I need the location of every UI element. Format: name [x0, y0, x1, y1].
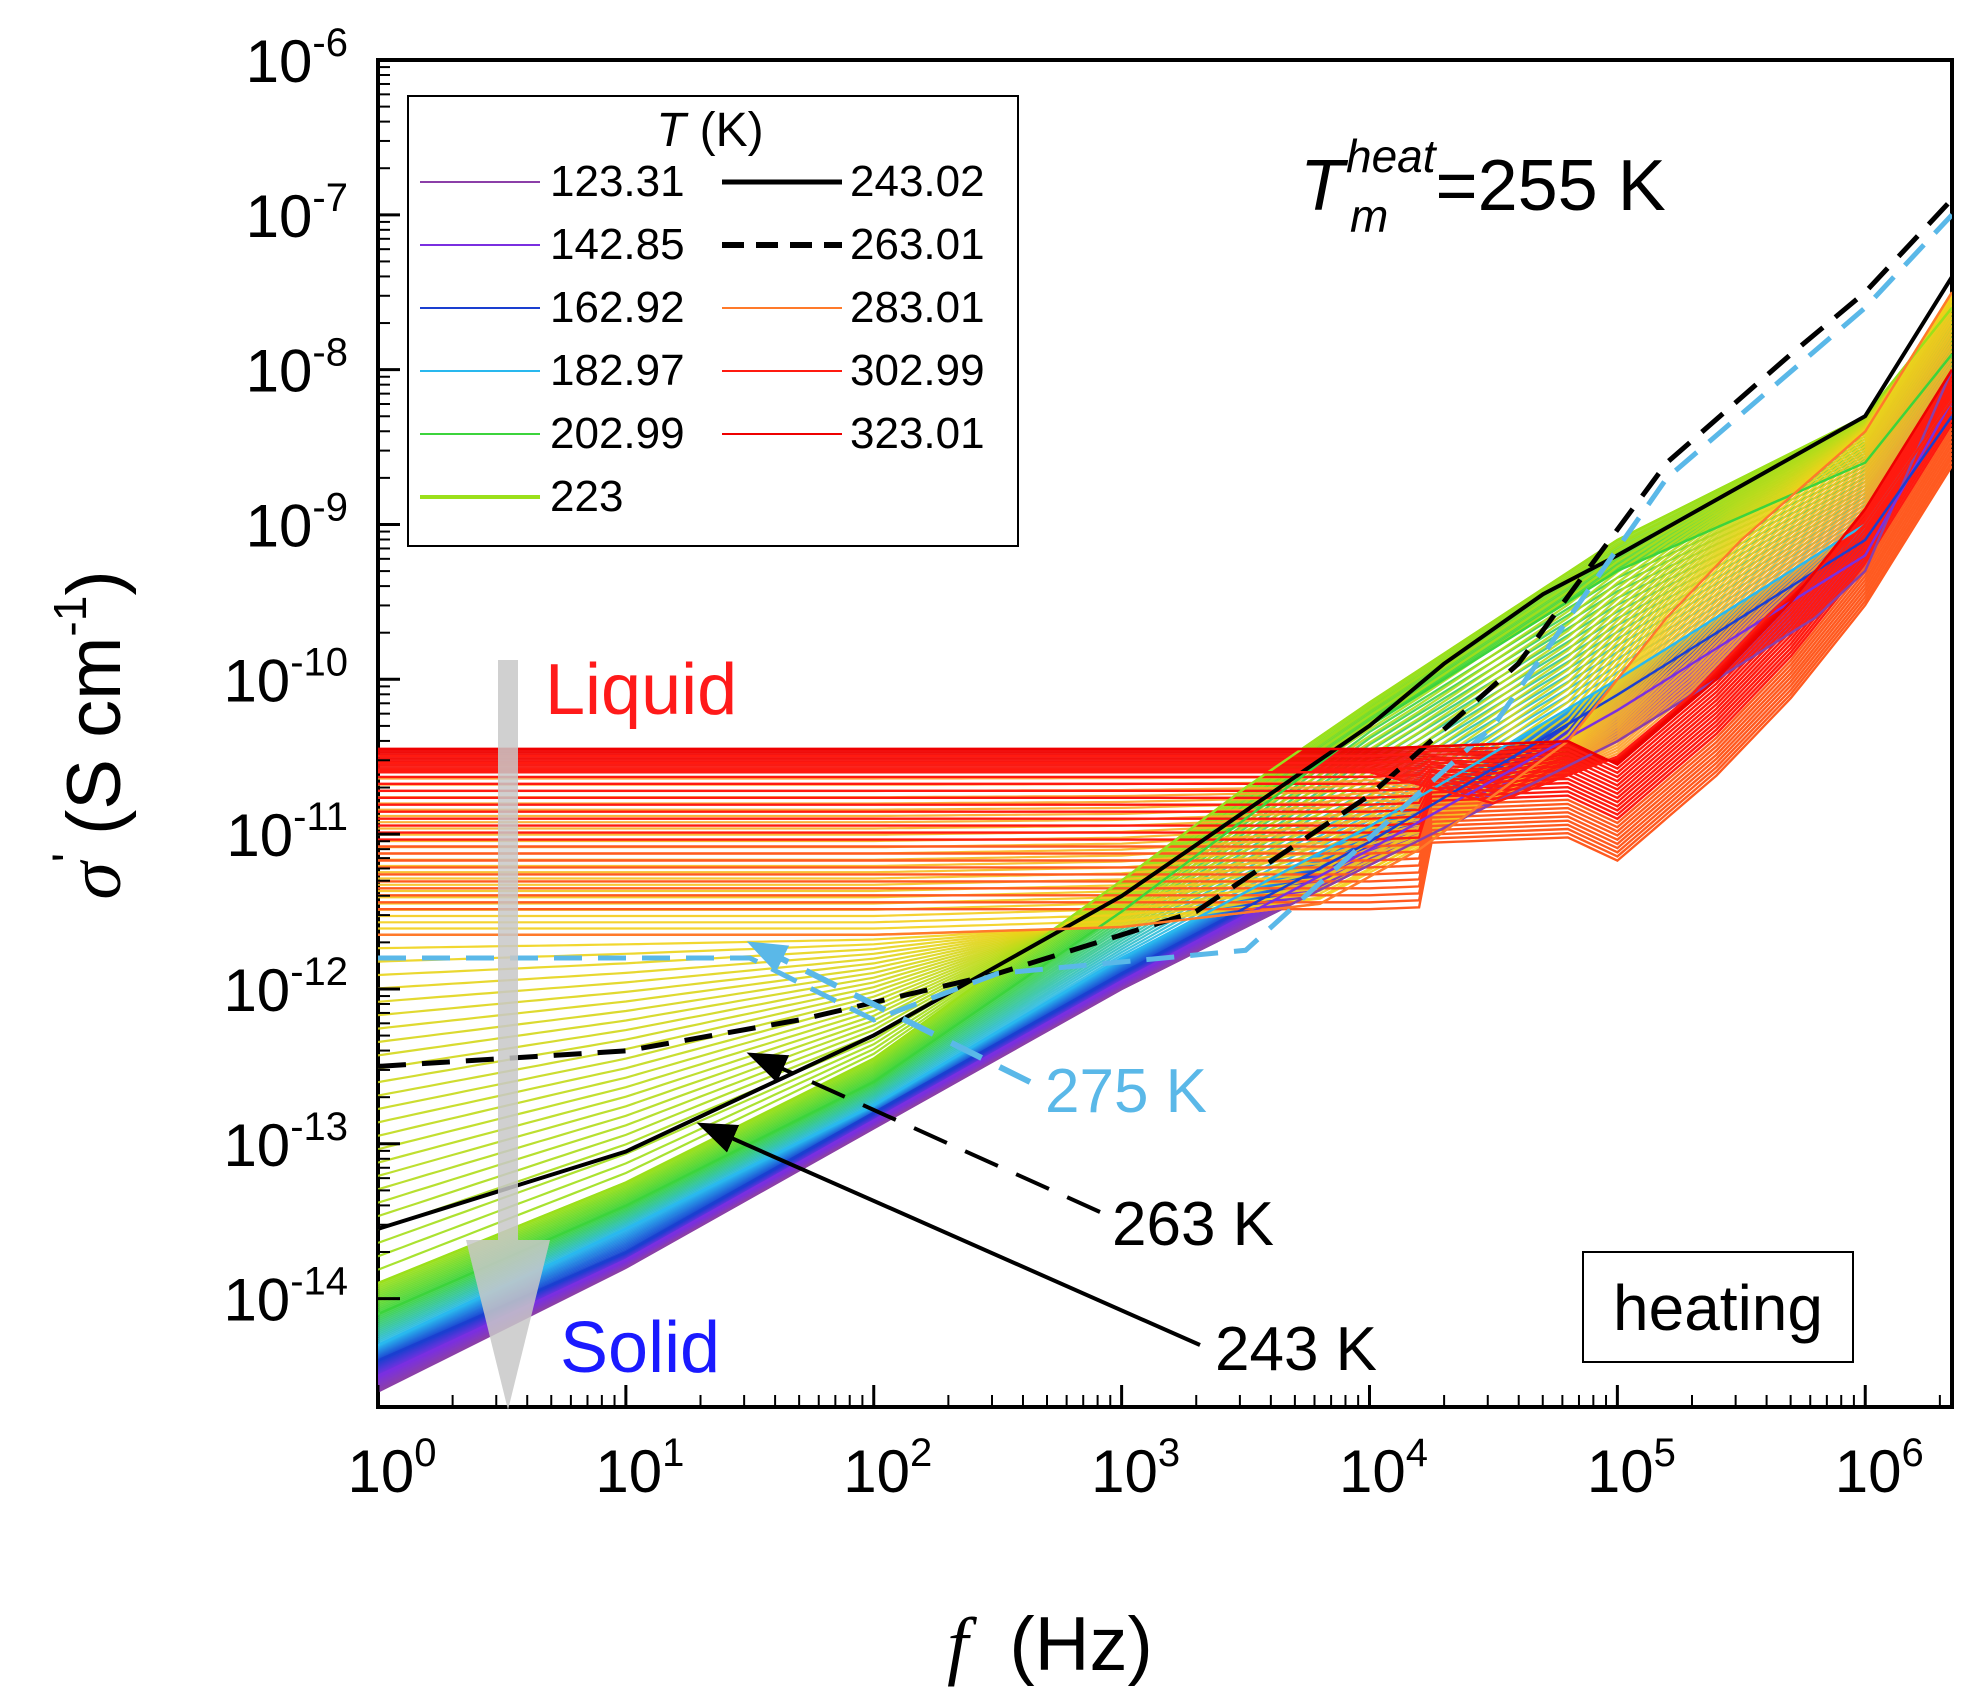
y-tick-label: 10-11 — [226, 795, 348, 869]
band-line — [378, 460, 1952, 904]
tm-heat-subscript: m — [1350, 190, 1388, 242]
band-line — [378, 444, 1952, 876]
band-line — [378, 452, 1952, 890]
x-tick-label: 106 — [1835, 1431, 1924, 1505]
band-line — [378, 377, 1952, 775]
x-tick-label: 104 — [1339, 1431, 1428, 1505]
y-tick-label: 10-12 — [223, 950, 348, 1024]
y-tick-label: 10-9 — [246, 485, 348, 559]
legend-label: 182.97 — [550, 346, 685, 395]
band-line — [378, 294, 1952, 1003]
series-line-275 — [378, 213, 1952, 1023]
band-line — [378, 465, 1952, 911]
band-line — [378, 419, 1952, 834]
band-line — [378, 410, 1952, 820]
band-line — [378, 381, 1952, 779]
legend-label: 263.01 — [850, 220, 985, 269]
band-line — [378, 325, 1952, 886]
legend-label: 323.01 — [850, 409, 985, 458]
label-243k: 243 K — [1215, 1315, 1377, 1384]
band-line — [378, 406, 1952, 813]
x-tick-label: 105 — [1587, 1431, 1676, 1505]
legend: T (K) 123.31 142.85 162.92 182.97 202.99 223 24… — [407, 95, 1019, 547]
legend-label: 162.92 — [550, 283, 685, 332]
series-line-283.01 — [378, 291, 1952, 937]
tm-heat-label: Theat=255 K — [1300, 130, 1666, 226]
label-275k: 275 K — [1045, 1057, 1207, 1126]
y-tick-label: 10-7 — [246, 176, 348, 250]
band-line — [378, 394, 1952, 792]
band-line — [378, 456, 1952, 897]
band-line — [378, 337, 1952, 868]
x-tick-labels: 100 101 102 103 104 105 106 — [348, 1431, 1924, 1505]
series-line-142.85 — [378, 399, 1952, 1378]
data-series — [378, 197, 1952, 1393]
legend-label: 202.99 — [550, 409, 685, 458]
band-line — [378, 354, 1952, 843]
legend-title: T (K) — [656, 104, 763, 157]
legend-label: 142.85 — [550, 220, 685, 269]
band-line — [378, 385, 1952, 783]
y-tick-label: 10-10 — [223, 640, 348, 714]
svg-text:heating: heating — [1613, 1272, 1823, 1344]
band-line — [378, 431, 1952, 855]
legend-label: 123.31 — [550, 157, 685, 206]
legend-label: 283.01 — [850, 283, 985, 332]
series-line-182.97 — [378, 399, 1952, 1347]
band-line — [378, 423, 1952, 841]
series-line-263.01 — [378, 197, 1952, 1069]
y-tick-label: 10-13 — [223, 1105, 348, 1179]
band-line — [378, 398, 1952, 799]
series-line-243.02 — [378, 275, 1952, 1231]
x-tick-label: 101 — [595, 1431, 684, 1505]
x-tick-label: 103 — [1091, 1431, 1180, 1505]
band-line — [378, 402, 1952, 806]
series-line-202.99 — [378, 353, 1952, 1316]
band-line — [378, 298, 1952, 1084]
band-line — [378, 414, 1952, 827]
x-tick-label: 102 — [843, 1431, 932, 1505]
band-line — [378, 300, 1952, 924]
temperature-direction-arrow — [466, 660, 550, 1410]
liquid-label: Liquid — [545, 650, 737, 730]
arrow-243k — [696, 1122, 1201, 1347]
band-line — [378, 358, 1952, 836]
solid-label: Solid — [560, 1308, 720, 1388]
legend-label: 223 — [550, 472, 623, 521]
band-line — [378, 362, 1952, 830]
band-line — [378, 374, 1952, 811]
band-line — [378, 389, 1952, 787]
band-line — [378, 373, 1952, 771]
x-tick-label: 100 — [348, 1431, 437, 1505]
x-axis-label: f (Hz) — [947, 1602, 1153, 1687]
series-line-323.01 — [378, 369, 1952, 766]
band-line — [378, 435, 1952, 862]
series-line-162.92 — [378, 415, 1952, 1362]
y-tick-label: 10-8 — [246, 331, 348, 405]
band-line — [378, 295, 1952, 930]
legend-label: 302.99 — [850, 346, 985, 395]
svg-text:σ'(S cm-1): σ'(S cm-1) — [44, 570, 137, 899]
series-line-123.31 — [378, 369, 1952, 1393]
band-line — [378, 299, 1952, 1111]
y-axis-label: σ'(S cm-1) — [44, 570, 137, 899]
band-line — [378, 306, 1952, 1271]
band-line — [378, 304, 1952, 1218]
band-line — [378, 293, 1952, 977]
band-line — [378, 427, 1952, 848]
y-tick-label: 10-14 — [223, 1260, 348, 1334]
heating-box: heating — [1582, 1251, 1854, 1363]
y-tick-labels: 10-14 10-13 10-12 10-11 10-10 10-9 10-8 10-7 10-… — [223, 21, 348, 1334]
band-line — [378, 448, 1952, 883]
legend-label: 243.02 — [850, 157, 985, 206]
arrow-263k — [746, 1052, 1101, 1214]
band-line — [378, 304, 1952, 918]
band-line — [378, 329, 1952, 880]
label-263k: 263 K — [1112, 1190, 1274, 1259]
y-tick-label: 10-6 — [246, 21, 348, 95]
axis-ticks — [376, 58, 1941, 1407]
